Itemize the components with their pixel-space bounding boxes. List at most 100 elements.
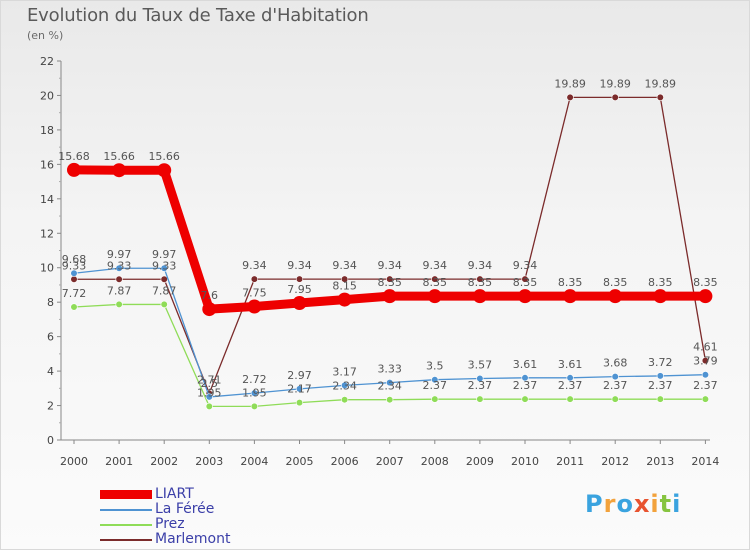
data-label: 7.6 <box>201 289 219 302</box>
data-point <box>386 379 394 387</box>
data-label: 3.68 <box>603 357 628 370</box>
data-label: 9.34 <box>423 259 448 272</box>
data-point <box>518 289 532 304</box>
data-label: 2.5 <box>201 377 219 390</box>
data-point <box>250 389 258 397</box>
data-point <box>115 275 123 283</box>
data-point <box>382 289 397 304</box>
logo-letter: P <box>585 490 604 518</box>
legend-item: La Férée <box>100 501 300 517</box>
y-tick-label: 6 <box>47 331 54 344</box>
data-point <box>611 93 619 101</box>
data-point <box>250 275 258 283</box>
data-label: 19.89 <box>645 77 677 90</box>
data-label: 3.57 <box>468 358 493 371</box>
data-label: 8.35 <box>648 276 673 289</box>
y-tick-label: 16 <box>40 158 54 171</box>
data-label: 8.35 <box>377 276 402 289</box>
data-label: 2.34 <box>332 380 357 393</box>
data-label: 3.72 <box>648 356 673 369</box>
data-point <box>295 275 304 283</box>
data-point <box>202 302 217 317</box>
data-label: 2.71 <box>197 373 222 386</box>
y-tick-label: 10 <box>40 262 54 275</box>
x-tick-label: 2011 <box>556 455 584 468</box>
data-point <box>611 373 619 381</box>
data-point <box>701 395 710 403</box>
y-tick-label: 18 <box>40 124 54 137</box>
logo-letter: x <box>633 490 651 518</box>
data-point <box>521 395 529 403</box>
legend-item: Prez <box>100 516 300 532</box>
x-tick-label: 2009 <box>466 455 494 468</box>
data-label: 2.72 <box>242 373 267 386</box>
x-tick-label: 2002 <box>150 455 178 468</box>
data-point <box>656 93 664 101</box>
x-tick-label: 2006 <box>331 455 359 468</box>
data-point <box>70 303 78 311</box>
data-point <box>386 396 394 404</box>
data-point <box>247 299 262 314</box>
data-point <box>112 163 127 178</box>
x-tick-label: 2012 <box>601 455 629 468</box>
x-tick-label: 2000 <box>60 455 88 468</box>
data-point <box>521 275 529 283</box>
data-label: 2.37 <box>558 379 583 392</box>
data-point <box>115 264 123 272</box>
legend-swatch <box>100 490 152 499</box>
y-tick-label: 12 <box>40 227 54 240</box>
data-label: 4.61 <box>693 341 718 354</box>
data-point <box>160 300 168 309</box>
data-label: 9.33 <box>107 259 132 272</box>
data-label: 3.5 <box>426 360 444 373</box>
data-point <box>521 374 529 382</box>
data-label: 8.35 <box>468 276 493 289</box>
data-point <box>476 395 484 403</box>
data-label: 3.79 <box>693 355 718 368</box>
data-point <box>70 275 78 283</box>
chart-title: Evolution du Taux de Taxe d'Habitation <box>27 5 369 26</box>
data-label: 1.95 <box>242 386 267 399</box>
data-label: 9.33 <box>152 259 177 272</box>
data-label: 8.35 <box>693 276 718 289</box>
logo-letter: o <box>616 490 634 518</box>
x-tick-label: 2001 <box>105 455 133 468</box>
data-label: 3.61 <box>513 358 538 371</box>
data-point <box>341 275 349 283</box>
data-label: 9.97 <box>152 248 177 261</box>
x-tick-label: 2007 <box>376 455 404 468</box>
data-label: 7.95 <box>287 283 312 296</box>
data-label: 15.66 <box>148 150 180 163</box>
data-point <box>70 269 78 277</box>
logo-letter: i <box>650 490 660 518</box>
data-point <box>566 395 574 403</box>
data-label: 2.37 <box>468 379 493 392</box>
data-point <box>292 296 307 311</box>
y-tick-label: 22 <box>40 55 54 68</box>
x-tick-label: 2010 <box>511 455 539 468</box>
data-label: 9.68 <box>62 253 87 266</box>
series-line-3 <box>73 96 707 394</box>
data-label: 9.34 <box>377 259 402 272</box>
data-point <box>566 374 574 382</box>
data-label: 7.87 <box>107 284 132 297</box>
data-label: 8.35 <box>423 276 448 289</box>
data-point <box>701 371 710 379</box>
data-label: 2.97 <box>287 369 312 382</box>
data-label: 3.33 <box>377 363 402 376</box>
data-point <box>157 163 172 178</box>
x-tick-label: 2003 <box>195 455 223 468</box>
data-point <box>476 275 484 283</box>
data-label: 8.15 <box>332 280 357 293</box>
legend-swatch <box>100 524 152 526</box>
data-label: 9.34 <box>513 259 538 272</box>
x-tick-label: 2013 <box>646 455 674 468</box>
data-point <box>653 289 668 304</box>
data-point <box>250 402 258 411</box>
legend-item: LIART <box>100 486 300 502</box>
data-point <box>295 399 304 407</box>
legend-label: Prez <box>155 516 185 532</box>
data-point <box>431 376 439 384</box>
